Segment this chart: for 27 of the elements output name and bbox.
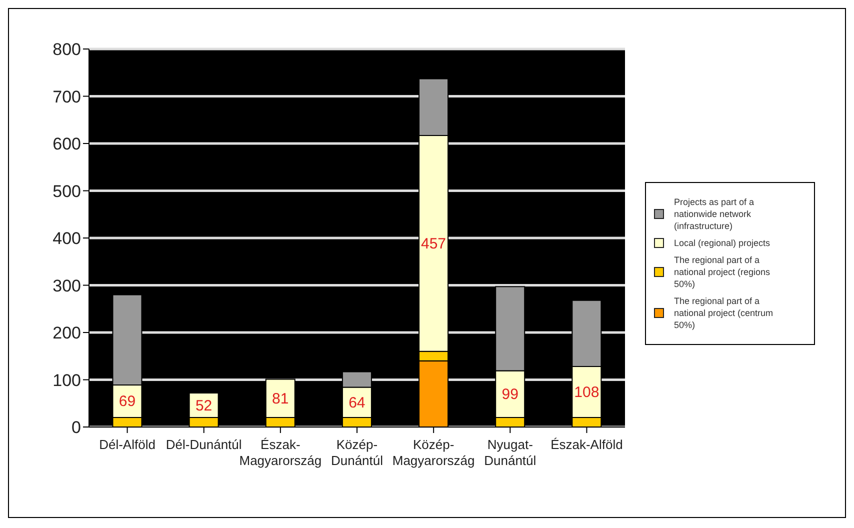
y-tick-label: 600 xyxy=(52,134,81,154)
y-tick-label: 400 xyxy=(52,229,81,248)
y-tick-label: 100 xyxy=(52,370,81,390)
x-tick-label: Észak-Magyarország xyxy=(239,437,322,468)
x-tick-label: Közép-Dunántúl xyxy=(330,437,384,468)
y-tick-label: 700 xyxy=(52,87,81,106)
data-label: 108 xyxy=(574,384,600,402)
legend-label: The regional part of a national project (centrum 50%) xyxy=(674,294,774,330)
data-label: 81 xyxy=(272,390,289,408)
legend-label: Projects as part of a nationwide network (infrastructure) xyxy=(674,196,756,232)
x-tick-label: Közép-Magyarország xyxy=(392,437,475,468)
y-tick-label: 800 xyxy=(52,40,81,60)
data-label: 99 xyxy=(502,386,518,404)
x-tick-label: Nyugat-Dunántúl xyxy=(484,437,536,468)
x-tick-label: Észak-Alföld xyxy=(550,437,623,452)
y-tick-label: 500 xyxy=(52,182,81,201)
legend-label: The regional part of a national project (regions 50%) xyxy=(674,254,772,290)
x-tick-label: Dél-Dunántúl xyxy=(166,437,242,452)
data-label: 52 xyxy=(195,397,212,414)
data-label: 64 xyxy=(348,394,366,412)
x-tick-label: Dél-Alföld xyxy=(99,437,156,452)
y-tick-label: 200 xyxy=(52,324,81,343)
data-label: 69 xyxy=(118,393,136,410)
legend-label: Local (regional) projects xyxy=(674,236,772,248)
y-tick-label: 0 xyxy=(72,418,81,438)
y-tick-label: 300 xyxy=(52,276,81,296)
data-label: 457 xyxy=(421,235,446,252)
